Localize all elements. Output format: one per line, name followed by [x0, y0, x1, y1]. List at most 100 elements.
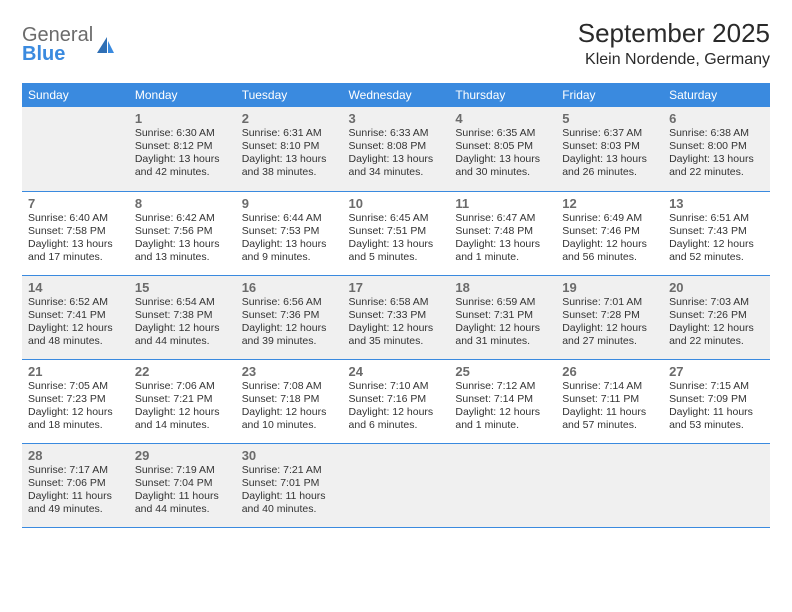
sunrise-text: Sunrise: 7:06 AM [135, 380, 230, 393]
dow-header: Tuesday [236, 83, 343, 107]
sunset-text: Sunset: 8:12 PM [135, 140, 230, 153]
sunrise-text: Sunrise: 6:37 AM [562, 127, 657, 140]
daylight-text: Daylight: 11 hours and 44 minutes. [135, 490, 230, 516]
day-number: 14 [28, 280, 123, 295]
sunrise-text: Sunrise: 7:08 AM [242, 380, 337, 393]
day-cell: 7Sunrise: 6:40 AMSunset: 7:58 PMDaylight… [22, 191, 129, 275]
daylight-text: Daylight: 12 hours and 27 minutes. [562, 322, 657, 348]
day-cell: 1Sunrise: 6:30 AMSunset: 8:12 PMDaylight… [129, 107, 236, 191]
sunrise-text: Sunrise: 7:03 AM [669, 296, 764, 309]
calendar-row: 14Sunrise: 6:52 AMSunset: 7:41 PMDayligh… [22, 275, 770, 359]
day-number: 6 [669, 111, 764, 126]
dow-row: SundayMondayTuesdayWednesdayThursdayFrid… [22, 83, 770, 107]
sunset-text: Sunset: 8:00 PM [669, 140, 764, 153]
day-cell: 16Sunrise: 6:56 AMSunset: 7:36 PMDayligh… [236, 275, 343, 359]
daylight-text: Daylight: 13 hours and 13 minutes. [135, 238, 230, 264]
location-title: Klein Nordende, Germany [578, 51, 770, 69]
sunset-text: Sunset: 7:14 PM [455, 393, 550, 406]
daylight-text: Daylight: 12 hours and 56 minutes. [562, 238, 657, 264]
sunrise-text: Sunrise: 7:15 AM [669, 380, 764, 393]
sunset-text: Sunset: 7:38 PM [135, 309, 230, 322]
dow-header: Sunday [22, 83, 129, 107]
sunrise-text: Sunrise: 7:17 AM [28, 464, 123, 477]
daylight-text: Daylight: 11 hours and 53 minutes. [669, 406, 764, 432]
daylight-text: Daylight: 13 hours and 17 minutes. [28, 238, 123, 264]
daylight-text: Daylight: 12 hours and 52 minutes. [669, 238, 764, 264]
sunrise-text: Sunrise: 6:35 AM [455, 127, 550, 140]
day-number: 17 [349, 280, 444, 295]
blank-cell [663, 443, 770, 527]
day-cell: 26Sunrise: 7:14 AMSunset: 7:11 PMDayligh… [556, 359, 663, 443]
sunrise-text: Sunrise: 6:44 AM [242, 212, 337, 225]
sunrise-text: Sunrise: 6:54 AM [135, 296, 230, 309]
dow-header: Wednesday [343, 83, 450, 107]
day-cell: 24Sunrise: 7:10 AMSunset: 7:16 PMDayligh… [343, 359, 450, 443]
day-cell: 13Sunrise: 6:51 AMSunset: 7:43 PMDayligh… [663, 191, 770, 275]
day-cell: 8Sunrise: 6:42 AMSunset: 7:56 PMDaylight… [129, 191, 236, 275]
sunset-text: Sunset: 7:51 PM [349, 225, 444, 238]
daylight-text: Daylight: 11 hours and 40 minutes. [242, 490, 337, 516]
daylight-text: Daylight: 11 hours and 49 minutes. [28, 490, 123, 516]
day-cell: 29Sunrise: 7:19 AMSunset: 7:04 PMDayligh… [129, 443, 236, 527]
sunrise-text: Sunrise: 6:59 AM [455, 296, 550, 309]
day-number: 21 [28, 364, 123, 379]
sunrise-text: Sunrise: 6:52 AM [28, 296, 123, 309]
day-number: 15 [135, 280, 230, 295]
day-number: 4 [455, 111, 550, 126]
day-cell: 17Sunrise: 6:58 AMSunset: 7:33 PMDayligh… [343, 275, 450, 359]
daylight-text: Daylight: 13 hours and 30 minutes. [455, 153, 550, 179]
month-title: September 2025 [578, 18, 770, 49]
sunset-text: Sunset: 7:33 PM [349, 309, 444, 322]
day-cell: 27Sunrise: 7:15 AMSunset: 7:09 PMDayligh… [663, 359, 770, 443]
day-number: 27 [669, 364, 764, 379]
sunset-text: Sunset: 7:23 PM [28, 393, 123, 406]
sunrise-text: Sunrise: 6:31 AM [242, 127, 337, 140]
day-number: 11 [455, 196, 550, 211]
day-cell: 14Sunrise: 6:52 AMSunset: 7:41 PMDayligh… [22, 275, 129, 359]
sunrise-text: Sunrise: 7:05 AM [28, 380, 123, 393]
sunrise-text: Sunrise: 6:40 AM [28, 212, 123, 225]
day-number: 9 [242, 196, 337, 211]
sunrise-text: Sunrise: 6:51 AM [669, 212, 764, 225]
sunset-text: Sunset: 7:11 PM [562, 393, 657, 406]
daylight-text: Daylight: 12 hours and 18 minutes. [28, 406, 123, 432]
daylight-text: Daylight: 13 hours and 1 minute. [455, 238, 550, 264]
sunset-text: Sunset: 7:09 PM [669, 393, 764, 406]
day-cell: 3Sunrise: 6:33 AMSunset: 8:08 PMDaylight… [343, 107, 450, 191]
sunrise-text: Sunrise: 6:38 AM [669, 127, 764, 140]
daylight-text: Daylight: 12 hours and 10 minutes. [242, 406, 337, 432]
sunset-text: Sunset: 7:26 PM [669, 309, 764, 322]
title-block: September 2025 Klein Nordende, Germany [578, 18, 770, 69]
sunrise-text: Sunrise: 6:56 AM [242, 296, 337, 309]
day-number: 24 [349, 364, 444, 379]
calendar-head: SundayMondayTuesdayWednesdayThursdayFrid… [22, 83, 770, 107]
day-number: 16 [242, 280, 337, 295]
sunrise-text: Sunrise: 7:10 AM [349, 380, 444, 393]
calendar-row: 1Sunrise: 6:30 AMSunset: 8:12 PMDaylight… [22, 107, 770, 191]
day-number: 18 [455, 280, 550, 295]
sunrise-text: Sunrise: 7:12 AM [455, 380, 550, 393]
sunrise-text: Sunrise: 6:42 AM [135, 212, 230, 225]
day-number: 28 [28, 448, 123, 463]
sunset-text: Sunset: 7:28 PM [562, 309, 657, 322]
daylight-text: Daylight: 12 hours and 6 minutes. [349, 406, 444, 432]
calendar-table: SundayMondayTuesdayWednesdayThursdayFrid… [22, 83, 770, 528]
day-number: 1 [135, 111, 230, 126]
day-number: 23 [242, 364, 337, 379]
day-number: 10 [349, 196, 444, 211]
daylight-text: Daylight: 12 hours and 31 minutes. [455, 322, 550, 348]
calendar-row: 21Sunrise: 7:05 AMSunset: 7:23 PMDayligh… [22, 359, 770, 443]
daylight-text: Daylight: 13 hours and 22 minutes. [669, 153, 764, 179]
dow-header: Friday [556, 83, 663, 107]
daylight-text: Daylight: 12 hours and 35 minutes. [349, 322, 444, 348]
sunrise-text: Sunrise: 6:33 AM [349, 127, 444, 140]
blank-cell [556, 443, 663, 527]
day-cell: 10Sunrise: 6:45 AMSunset: 7:51 PMDayligh… [343, 191, 450, 275]
day-cell: 20Sunrise: 7:03 AMSunset: 7:26 PMDayligh… [663, 275, 770, 359]
sunset-text: Sunset: 7:21 PM [135, 393, 230, 406]
sunrise-text: Sunrise: 7:14 AM [562, 380, 657, 393]
day-number: 19 [562, 280, 657, 295]
sunrise-text: Sunrise: 6:45 AM [349, 212, 444, 225]
day-number: 2 [242, 111, 337, 126]
sunset-text: Sunset: 7:18 PM [242, 393, 337, 406]
